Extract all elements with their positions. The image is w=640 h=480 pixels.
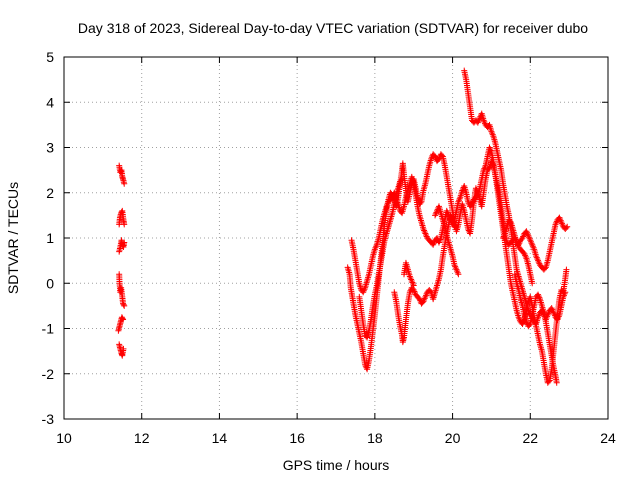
data-point [529,280,536,287]
x-tick-label: 22 [522,430,538,446]
data-point [451,223,458,230]
y-tick-label: -1 [42,321,55,337]
data-point [410,282,417,289]
data-point [455,271,462,278]
x-tick-label: 18 [367,430,383,446]
plot-frame [63,56,609,420]
data-point [119,315,126,322]
y-tick-label: 4 [46,94,54,110]
data-point [427,288,434,295]
y-tick-label: -3 [42,411,55,427]
data-point [545,378,552,385]
data-marks [115,67,571,386]
x-tick-label: 12 [134,430,150,446]
x-tick-label: 24 [600,430,616,446]
y-tick-label: 2 [46,185,54,201]
data-point [121,239,128,246]
data-point [121,302,128,309]
x-tick-label: 10 [56,430,72,446]
data-point [121,221,128,228]
y-tick-label: -2 [42,366,55,382]
data-point [541,265,548,272]
data-point [120,301,127,308]
chart-title: Day 318 of 2023, Sidereal Day-to-day VTE… [78,20,588,36]
x-tick-label: 16 [289,430,305,446]
data-point [564,223,571,230]
data-point [562,289,569,296]
data-point [438,152,445,159]
x-tick-label: 14 [212,430,228,446]
data-point [473,193,480,200]
data-point [398,177,405,184]
y-tick-label: 1 [46,230,54,246]
data-point [120,316,127,323]
data-point [526,322,533,329]
grid [64,57,608,419]
data-point [563,266,570,273]
data-point [553,379,560,386]
data-point [120,345,127,352]
data-point [399,176,406,183]
y-tick-label: 5 [46,49,54,65]
data-point [121,180,128,187]
data-point [506,218,513,225]
x-tick-label: 20 [445,430,461,446]
x-axis-label: GPS time / hours [283,457,390,473]
y-tick-label: 0 [46,275,54,291]
y-axis-label: SDTVAR / TECUs [5,182,21,294]
y-tick-label: 3 [46,140,54,156]
data-point [563,224,570,231]
